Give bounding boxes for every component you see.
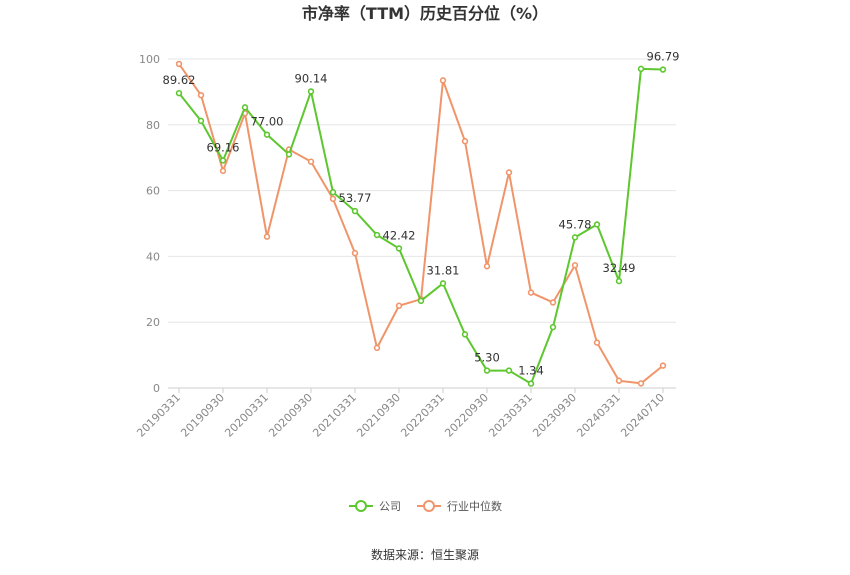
data-point <box>307 158 315 165</box>
data-point <box>241 104 249 111</box>
data-label: 90.14 <box>295 71 328 85</box>
data-point <box>549 323 557 331</box>
data-point <box>263 233 271 240</box>
data-point <box>329 195 337 203</box>
data-label: 31.81 <box>427 263 460 277</box>
chart-title: 市净率（TTM）历史百分位（%） <box>302 4 548 23</box>
data-point <box>593 221 601 228</box>
data-point <box>439 280 447 287</box>
x-tick-label: 20220930 <box>442 391 491 440</box>
data-point <box>461 138 469 145</box>
data-label: 77.00 <box>251 115 284 129</box>
legend-swatch-marker <box>355 500 367 512</box>
x-tick-label: 20210331 <box>310 391 359 440</box>
x-tick-label: 20190930 <box>178 391 227 440</box>
data-point <box>175 89 183 97</box>
data-point <box>219 167 227 175</box>
data-point <box>615 377 623 384</box>
data-point <box>263 131 271 138</box>
x-tick-label: 20220331 <box>398 391 447 440</box>
data-point <box>571 234 579 241</box>
data-point <box>505 169 513 176</box>
data-point <box>395 302 403 309</box>
x-tick-label: 20200331 <box>222 391 271 440</box>
data-point <box>659 362 667 369</box>
data-labels: 89.62 69.16 77.00 90.14 53.77 42.42 31.81 5.30 1… <box>163 50 680 378</box>
legend-label: 行业中位数 <box>447 499 502 513</box>
data-point <box>351 249 359 257</box>
x-tick-label: 20210930 <box>354 391 403 440</box>
data-point <box>219 157 227 164</box>
data-label: 53.77 <box>339 191 372 205</box>
x-tick-label: 20200930 <box>266 391 315 440</box>
data-point <box>483 367 491 374</box>
data-point <box>373 231 381 239</box>
source-text: 数据来源：恒生聚源 <box>371 547 479 562</box>
legend-item-industry-median[interactable]: 行业中位数 <box>417 499 502 513</box>
x-tick-label: 20230331 <box>486 391 535 440</box>
data-point <box>637 65 645 73</box>
data-label: 32.49 <box>603 261 636 275</box>
series-group <box>175 60 667 387</box>
data-point <box>527 380 535 387</box>
x-axis: 2019033120190930202003312020093020210331… <box>134 387 676 440</box>
data-point <box>505 367 513 374</box>
y-tick-label: 0 <box>153 382 160 395</box>
data-point <box>395 245 403 252</box>
data-label: 5.30 <box>474 351 500 365</box>
data-label: 96.79 <box>647 50 680 64</box>
x-tick-label: 20190331 <box>134 391 183 440</box>
data-point <box>637 380 645 387</box>
y-axis: 0 20 40 60 80 100 <box>139 53 160 395</box>
data-point <box>615 277 623 285</box>
y-tick-label: 40 <box>146 250 160 263</box>
data-point <box>329 189 337 196</box>
data-label: 42.42 <box>383 228 416 242</box>
data-point <box>439 77 447 84</box>
y-tick-label: 60 <box>146 185 160 198</box>
series-company <box>175 65 667 387</box>
legend-item-company[interactable]: 公司 <box>349 500 401 513</box>
y-tick-label: 100 <box>139 53 160 66</box>
legend[interactable]: 公司 行业中位数 <box>349 499 502 513</box>
data-label: 89.62 <box>163 73 196 87</box>
y-tick-label: 20 <box>146 316 160 329</box>
data-label: 1.34 <box>518 364 544 378</box>
x-tick-label: 20230930 <box>530 391 579 440</box>
x-tick-label: 20240331 <box>574 391 623 440</box>
data-point <box>175 60 183 68</box>
data-point <box>373 344 381 352</box>
data-point <box>571 262 579 269</box>
data-label: 69.16 <box>207 140 240 154</box>
data-point <box>549 299 557 306</box>
data-point <box>659 66 667 73</box>
legend-swatch-marker <box>423 500 435 512</box>
data-point <box>593 339 601 346</box>
data-point <box>307 88 315 95</box>
x-tick-label: 20240710 <box>618 391 667 440</box>
y-tick-label: 80 <box>146 119 160 132</box>
legend-label: 公司 <box>379 500 401 513</box>
data-point <box>285 151 293 158</box>
data-point <box>351 207 359 215</box>
data-point <box>461 331 469 338</box>
data-point <box>527 289 535 296</box>
data-point <box>197 91 205 99</box>
data-point <box>483 263 491 270</box>
data-point <box>197 117 205 125</box>
data-point <box>417 297 425 305</box>
data-label: 45.78 <box>559 217 592 231</box>
series-industry-median <box>175 60 667 387</box>
